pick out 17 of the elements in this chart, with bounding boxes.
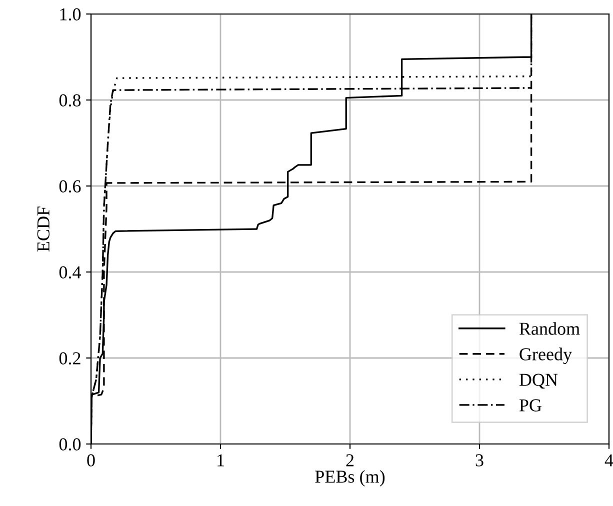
x-tick-label: 1 (218, 454, 224, 466)
x-axis-title: PEBs (m) (315, 470, 385, 486)
y-tick-label: 0.4 (59, 266, 81, 279)
x-tick-label: 0 (87, 454, 95, 466)
y-tick-label: 0.6 (59, 180, 81, 193)
legend-label: PG (519, 399, 542, 412)
legend-label: DQN (519, 374, 558, 389)
x-tick-label: 3 (476, 454, 484, 466)
y-tick-label: 1.0 (60, 8, 81, 21)
x-tick-label: 2 (346, 454, 354, 466)
y-tick-label: 0.2 (59, 352, 80, 365)
legend-label: Random (519, 322, 580, 335)
y-tick-label: 0.0 (59, 438, 81, 451)
y-axis-title: ECDF (37, 206, 50, 252)
legend-label: Greedy (520, 348, 572, 364)
y-tick-label: 0.8 (59, 94, 81, 107)
x-tick-label: 4 (604, 454, 613, 466)
